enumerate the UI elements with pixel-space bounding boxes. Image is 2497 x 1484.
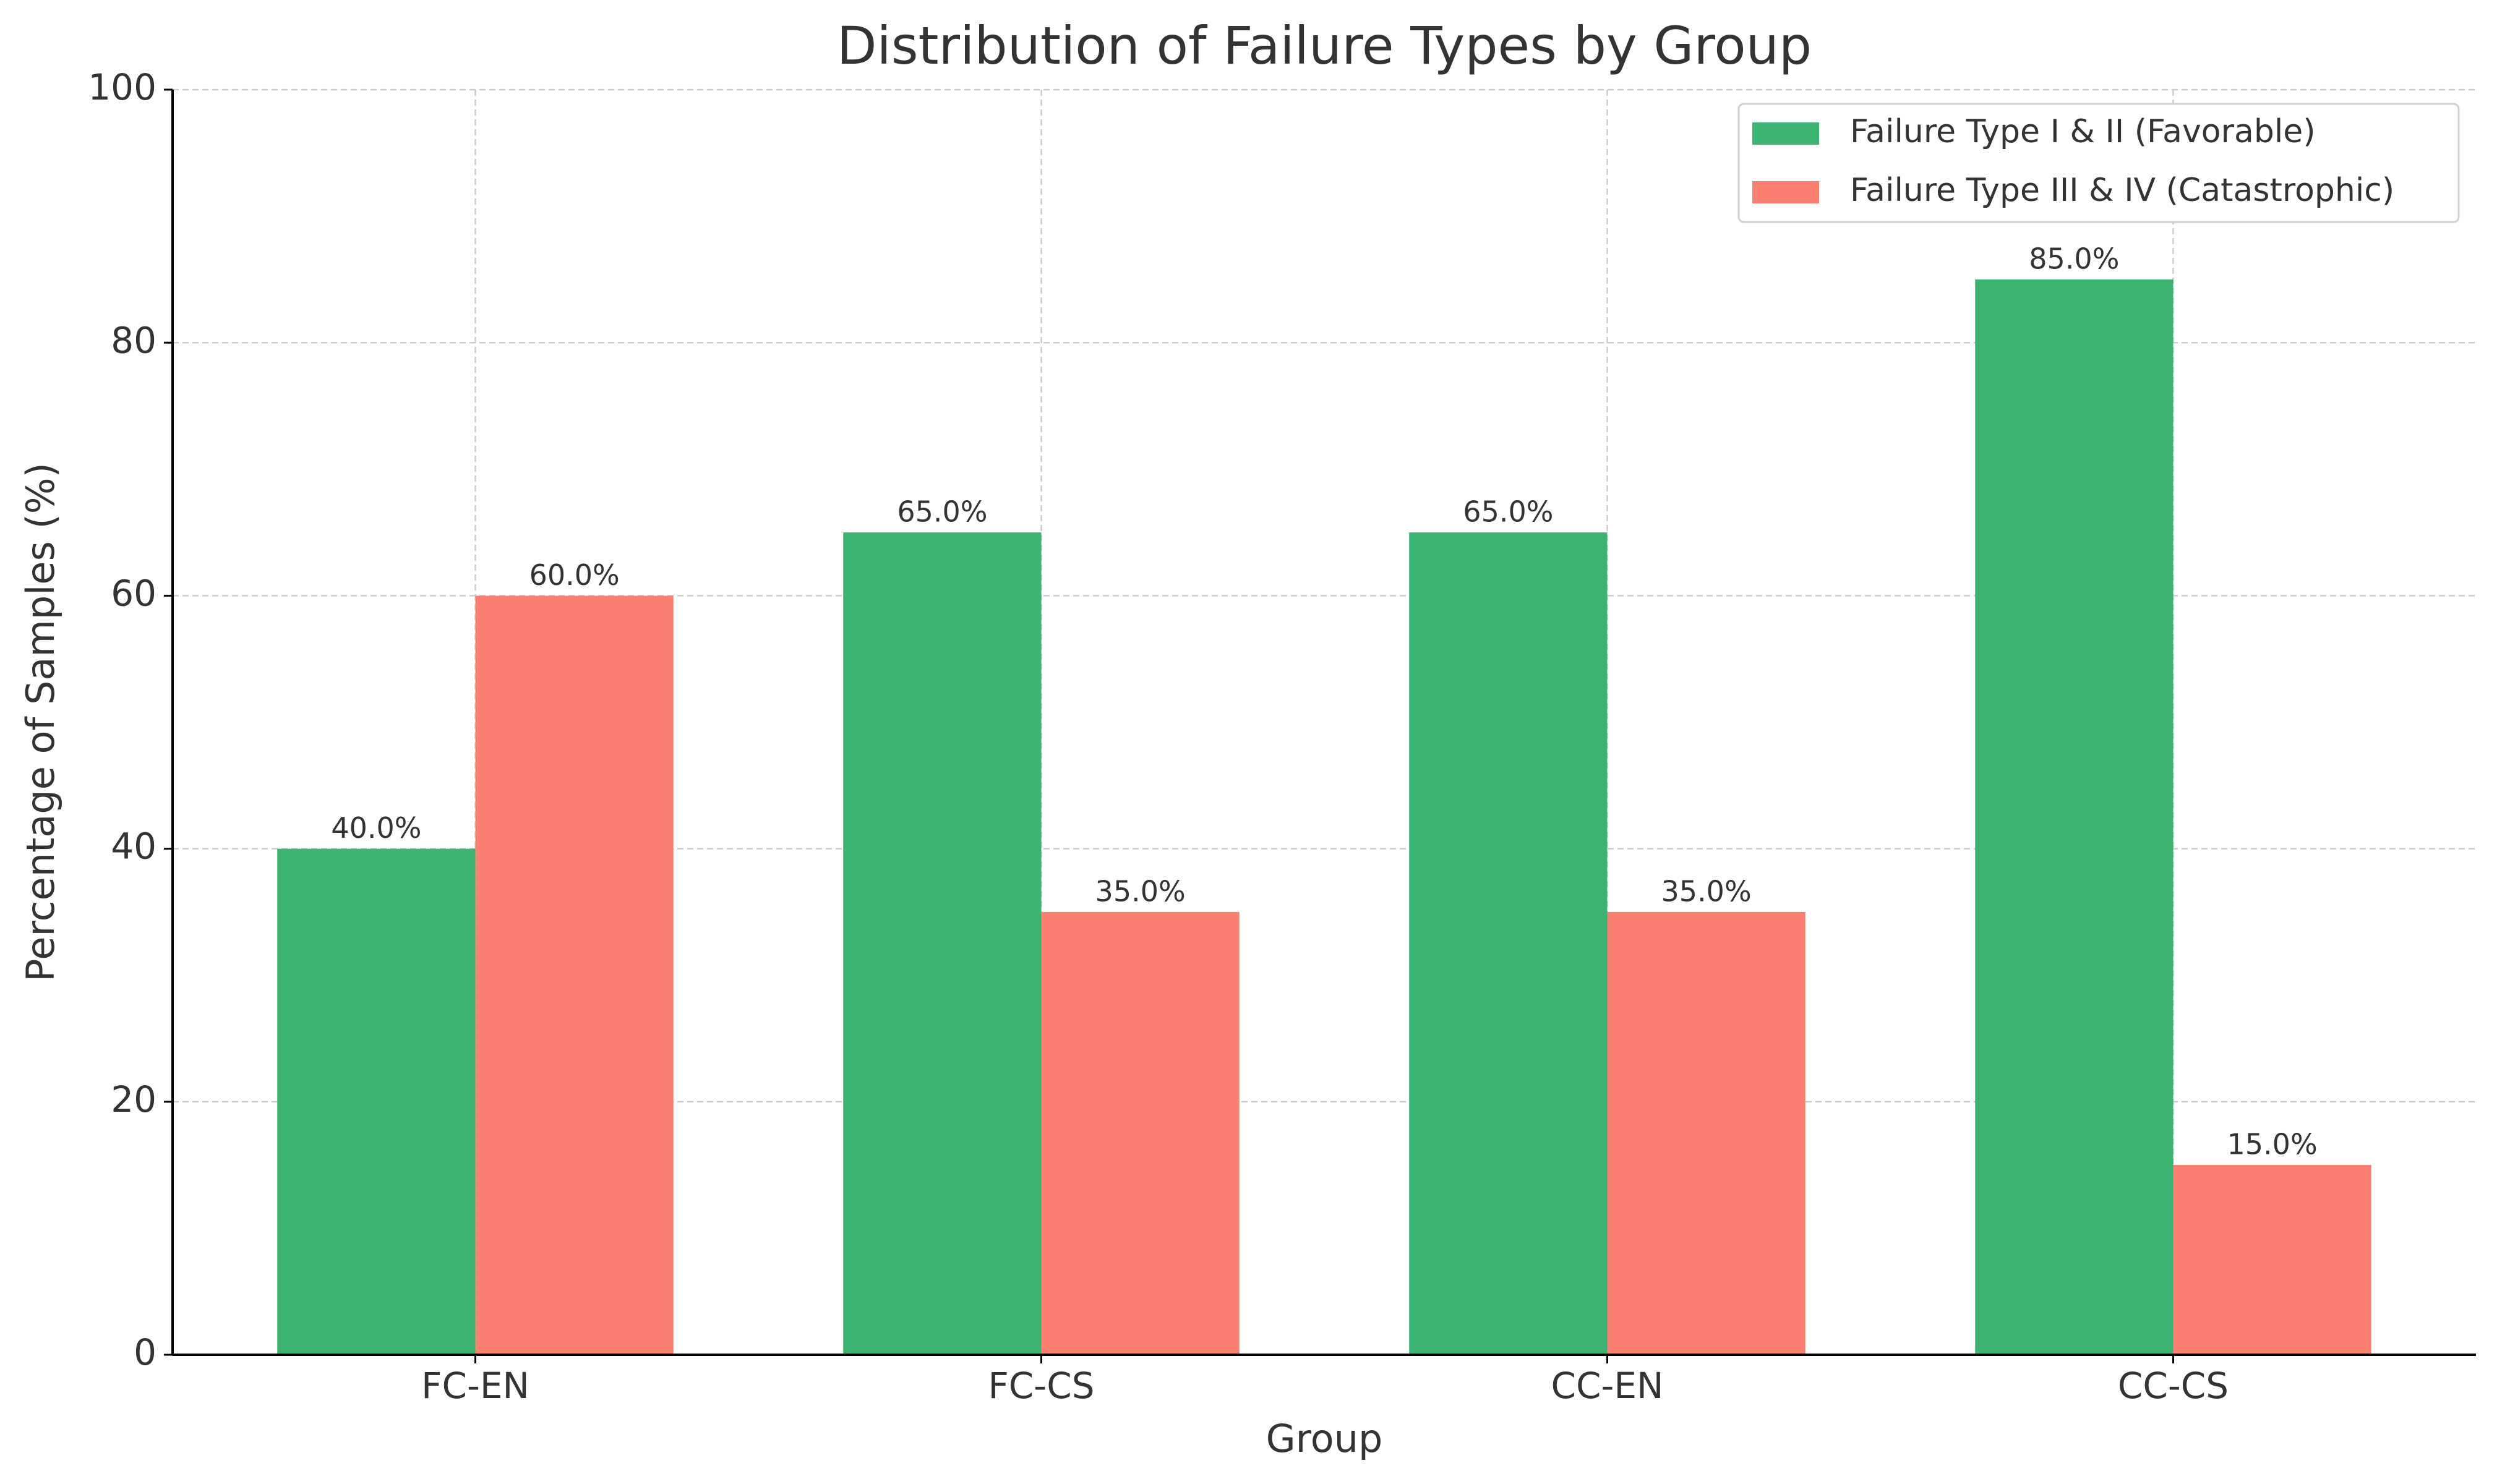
x-tick-label: FC-CS [988, 1365, 1094, 1407]
x-axis-label: Group [1266, 1416, 1383, 1461]
y-axis-label: Percentage of Samples (%) [18, 463, 63, 982]
value-label: 40.0% [331, 811, 421, 845]
chart-title: Distribution of Failure Types by Group [837, 15, 1812, 76]
y-tick-label: 0 [134, 1331, 156, 1373]
value-label: 15.0% [2227, 1128, 2318, 1161]
bar [475, 595, 674, 1355]
value-label: 35.0% [1095, 874, 1186, 908]
bar [1041, 911, 1240, 1355]
legend-swatch [1752, 181, 1819, 203]
x-tick-label: CC-CS [2118, 1365, 2229, 1407]
value-label: 60.0% [529, 558, 620, 592]
value-label: 35.0% [1661, 874, 1752, 908]
bar [1409, 532, 1608, 1355]
x-tick-label: FC-EN [421, 1365, 529, 1407]
bar [1975, 279, 2174, 1355]
y-tick-label: 40 [111, 825, 156, 868]
legend-box [1737, 103, 2460, 223]
value-label: 65.0% [1463, 495, 1553, 529]
bar [843, 532, 1042, 1355]
bar [1607, 911, 1805, 1355]
bar [277, 848, 476, 1355]
value-label: 65.0% [897, 495, 987, 529]
y-tick-label: 80 [111, 319, 156, 361]
y-tick-label: 60 [111, 573, 156, 615]
value-label: 85.0% [2029, 242, 2119, 275]
x-tick-label: CC-EN [1551, 1365, 1664, 1407]
legend-swatch [1752, 122, 1819, 145]
legend-label: Failure Type III & IV (Catastrophic) [1850, 172, 2394, 209]
y-tick-label: 100 [88, 66, 156, 108]
bar [2173, 1165, 2371, 1355]
y-tick-label: 20 [111, 1078, 156, 1120]
legend-label: Failure Type I & II (Favorable) [1850, 113, 2316, 150]
